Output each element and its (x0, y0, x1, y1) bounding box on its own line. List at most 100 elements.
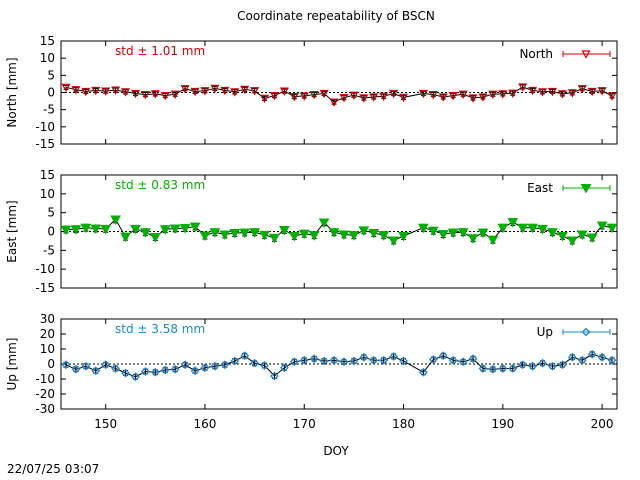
data-point (240, 351, 250, 361)
data-point (418, 89, 428, 99)
data-point (279, 225, 290, 236)
data-point (90, 224, 102, 235)
data-point (120, 232, 131, 243)
error-bar (331, 99, 337, 105)
data-point (478, 93, 488, 102)
x-axis-label: DOY (323, 444, 349, 458)
data-point (81, 87, 91, 97)
error-bar (103, 88, 109, 94)
error-bar (192, 88, 198, 95)
error-bar (381, 93, 387, 99)
data-point (378, 231, 390, 241)
data-point (180, 85, 190, 94)
data-point (318, 218, 330, 228)
error-bar (182, 86, 188, 92)
data-point (189, 222, 201, 233)
error-bar (301, 93, 307, 99)
x-tick-label: 190 (491, 417, 514, 431)
y-tick-label: 10 (40, 342, 55, 356)
error-bar (420, 90, 426, 97)
data-point (230, 88, 240, 97)
data-point (150, 90, 160, 99)
y-tick-label: -10 (35, 262, 55, 276)
data-point (80, 223, 92, 234)
data-point (91, 86, 101, 96)
data-point (368, 229, 380, 239)
data-point (190, 87, 200, 97)
data-point (528, 361, 538, 371)
error-bar (113, 87, 119, 93)
data-point (149, 233, 161, 243)
data-point (597, 352, 607, 362)
x-tick-label: 200 (591, 417, 614, 431)
data-point (349, 356, 359, 366)
error-bar (450, 93, 456, 99)
data-point (209, 228, 221, 238)
legend-label: North (519, 47, 553, 61)
error-bar (351, 92, 357, 98)
std-annotation: std ± 1.01 mm (115, 44, 205, 58)
data-point (388, 236, 399, 247)
data-point (557, 90, 567, 99)
error-bar (440, 94, 446, 100)
data-point (607, 92, 617, 101)
data-point (547, 87, 557, 97)
data-point (101, 360, 111, 370)
data-point (448, 355, 458, 365)
error-bar (341, 95, 347, 101)
data-point (200, 363, 210, 373)
x-tick-label: 150 (94, 417, 117, 431)
data-point (170, 364, 180, 374)
data-point (528, 86, 538, 96)
data-point (478, 364, 488, 373)
error-bar (401, 94, 407, 100)
data-point (349, 91, 359, 101)
data-point (299, 92, 309, 101)
data-point (508, 364, 518, 373)
data-point (488, 90, 498, 99)
data-point (488, 364, 498, 374)
y-tick-label: -5 (43, 243, 55, 257)
data-point (190, 366, 200, 376)
data-point (576, 230, 588, 241)
data-point (298, 229, 310, 240)
data-point (121, 368, 130, 378)
error-bar (242, 86, 248, 92)
data-point (308, 231, 320, 241)
legend-marker (581, 327, 591, 337)
data-point (229, 229, 241, 239)
data-point (548, 361, 557, 371)
data-point (359, 94, 369, 103)
data-point (260, 94, 270, 104)
error-bar (540, 89, 546, 95)
data-point (447, 228, 459, 239)
chart-panels: 15 10 5 0 -5 -10 -15 North [mm] std ± 1.01 mm Nor… (5, 34, 618, 416)
error-bar (371, 94, 377, 100)
data-point (121, 88, 131, 97)
data-point (328, 228, 340, 238)
data-point (359, 352, 369, 362)
legend-east: East (527, 181, 611, 195)
error-bar (132, 90, 138, 97)
data-point (260, 361, 269, 370)
data-point (110, 215, 121, 225)
error-bar (569, 90, 575, 96)
data-point (239, 228, 251, 239)
legend-marker (581, 50, 591, 59)
error-bar (361, 95, 367, 101)
data-point (607, 355, 617, 365)
error-bar (460, 91, 466, 97)
error-bar (520, 84, 526, 90)
error-bar (262, 95, 268, 101)
data-point (210, 361, 220, 371)
data-point (399, 93, 409, 103)
data-point (210, 84, 220, 94)
data-point (458, 357, 468, 367)
y-tick-label: -10 (35, 372, 55, 386)
data-point (250, 87, 260, 96)
data-point (398, 232, 409, 242)
data-point (338, 230, 350, 241)
x-tick-label: 160 (194, 417, 217, 431)
data-point (329, 355, 339, 365)
